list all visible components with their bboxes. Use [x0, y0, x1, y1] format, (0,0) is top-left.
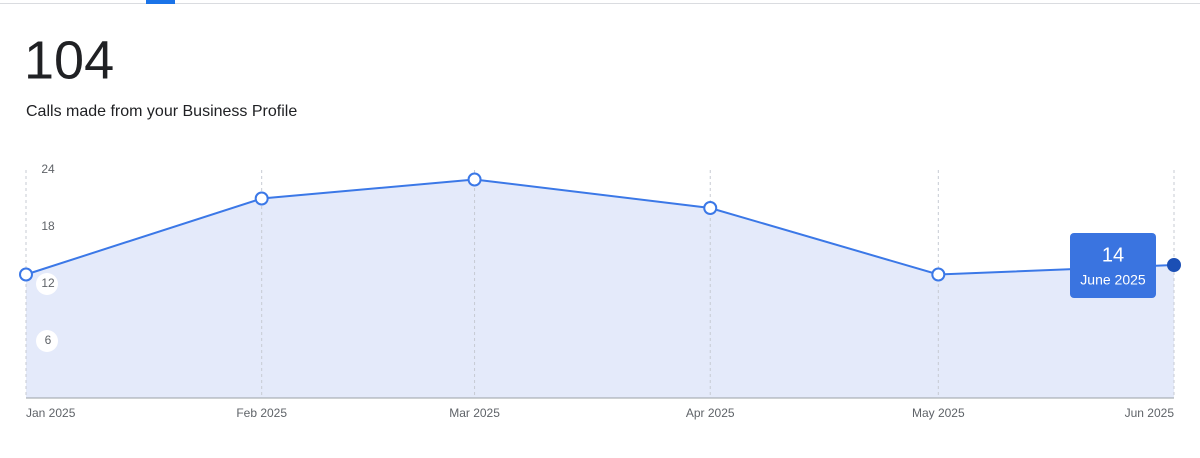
point [1167, 258, 1181, 272]
y-tick-label: 12 [41, 276, 55, 290]
x-tick-label: Jun 2025 [1125, 406, 1175, 420]
point [467, 172, 482, 187]
total-calls: 104 [24, 30, 114, 90]
chart: Jan 2025 Feb 2025 Mar 2025 Apr 2025 May 2025… [19, 159, 1181, 420]
point [931, 267, 946, 282]
line [25, 178, 1175, 276]
area [26, 179, 1174, 398]
x-tick-label: Apr 2025 [686, 406, 735, 420]
point [19, 267, 33, 282]
x-tick-label: Jan 2025 [26, 406, 76, 420]
tooltip [1070, 233, 1156, 298]
tooltip-label: June 2025 [1080, 272, 1146, 288]
x-tick-label: Feb 2025 [236, 406, 287, 420]
x-tick-label: May 2025 [912, 406, 965, 420]
tooltip-value: 14 [1102, 244, 1124, 266]
y-tick-bg [36, 273, 58, 295]
subtitle: Calls made from your Business Profile [26, 103, 297, 120]
tab-indicator [146, 0, 175, 4]
y-tick-bg [36, 159, 58, 181]
x-tick-label: Mar 2025 [449, 406, 500, 420]
y-tick-label: 18 [41, 219, 55, 233]
point [254, 191, 269, 206]
y-tick-label: 6 [45, 333, 52, 347]
y-tick-bg [36, 216, 58, 238]
y-tick-label: 24 [41, 162, 55, 176]
y-tick-bg [36, 330, 58, 352]
point [703, 201, 718, 215]
